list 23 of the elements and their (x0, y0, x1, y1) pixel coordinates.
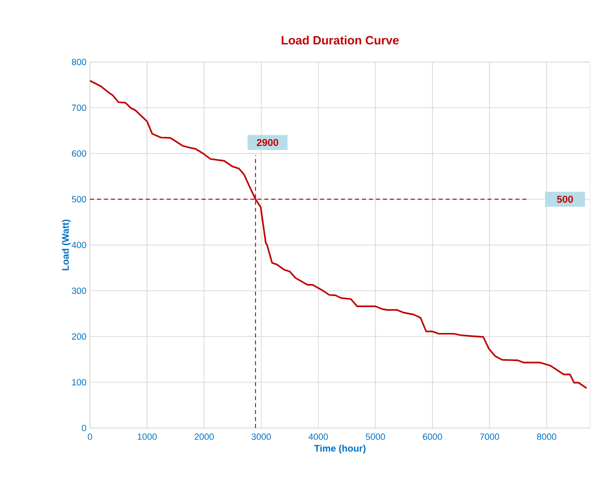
x-tick-label: 3000 (252, 434, 271, 440)
y-tick-label: 400 (72, 242, 86, 248)
y-tick-label: 200 (72, 333, 86, 340)
x-tick-label: 6000 (422, 434, 442, 440)
y-tick-label: 600 (72, 150, 86, 157)
y-tick-label: 500 (72, 196, 86, 202)
x-tick-label: 8000 (537, 434, 556, 440)
y-tick-label: 0 (82, 424, 86, 432)
y-tick-label: 700 (72, 104, 86, 111)
y-tick-label: 300 (72, 288, 86, 294)
ref-line-label: 500 (557, 196, 573, 203)
x-tick-label: 0 (88, 434, 92, 440)
x-tick-label: 2000 (194, 434, 214, 440)
chart-title: Load Duration Curve (282, 36, 399, 44)
y-axis-title: Load (Watt) (62, 220, 71, 270)
y-tick-label: 100 (72, 379, 86, 386)
x-axis-title: Time (hour) (314, 444, 366, 454)
x-tick-label: 5000 (366, 434, 386, 440)
ref-line-label: 2900 (256, 138, 278, 146)
x-tick-label: 4000 (308, 434, 328, 440)
x-tick-label: 7000 (480, 434, 500, 440)
y-tick-label: 800 (72, 58, 86, 66)
x-tick-label: 1000 (138, 434, 157, 440)
